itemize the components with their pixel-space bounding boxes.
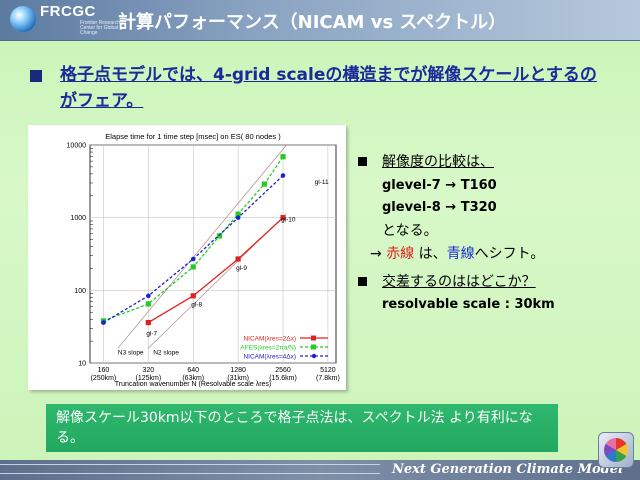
y-tick-label: 10 [78, 361, 86, 368]
data-point [280, 154, 286, 160]
legend-label: AFES(λres=2πa/N) [240, 345, 296, 352]
y-tick-label: 10000 [67, 143, 87, 150]
arrow-prefix: → [370, 246, 387, 262]
series-group [100, 154, 286, 326]
slope-line [117, 144, 287, 349]
chart-panel: Elapse time for 1 time step [msec] on ES… [28, 125, 346, 390]
x-tick-sublabel: (15.6km) [269, 375, 297, 382]
footer-decoration [0, 464, 380, 474]
line5-suffix: へシフト。 [474, 246, 545, 262]
axis-ticks: 160(250km) 320(125km) 640(63km) 1280(31km) 2… [67, 143, 340, 383]
right-line-2: glevel-7 → T160 [382, 178, 497, 193]
legend-marker [311, 353, 317, 359]
x-tick-sublabel: (125km) [135, 375, 161, 382]
data-point [190, 256, 196, 262]
line5-mid: は、 [414, 246, 447, 262]
legend: NICAM(λres=2Δx) AFES(λres=2πa/N) NICAM(λre… [240, 335, 328, 361]
x-tick-label: 640 [187, 367, 199, 374]
red-line-word: 赤線 [386, 246, 415, 262]
slope-label: N2 slope [153, 350, 179, 357]
chart-title: Elapse time for 1 time step [msec] on ES… [105, 132, 281, 141]
legend-label: NICAM(λres=4Δx) [243, 354, 296, 361]
slide-title: 計算パフォーマンス（NICAM vs スペクトル） [118, 12, 507, 33]
logo-subtext: Frontier Research Center for Global Chan… [80, 20, 121, 36]
blue-line-word: 青線 [446, 246, 475, 262]
right-line-7: resolvable scale : 30km [382, 297, 555, 312]
right-line-4: となる。 [382, 223, 438, 239]
data-point [261, 181, 267, 187]
data-point [190, 293, 196, 299]
legend-label: NICAM(λres=2Δx) [243, 336, 296, 343]
data-point [190, 264, 196, 270]
bullet-square-icon [358, 277, 367, 286]
header-bar [0, 0, 640, 41]
performance-chart: Elapse time for 1 time step [msec] on ES… [67, 132, 340, 388]
x-tick-sublabel: (7.8km) [316, 375, 340, 382]
conclusion-box: 解像スケール30km以下のところで格子点法は、スペクトル法 より有利になる。 [46, 404, 558, 452]
model-logo-globe [604, 438, 628, 462]
logo-text: FRCGC [40, 3, 96, 20]
bullet-square-icon [358, 157, 367, 166]
data-point [145, 319, 151, 326]
footer-bar [0, 460, 640, 480]
series-line [148, 217, 284, 324]
data-point [235, 211, 241, 217]
data-point [235, 256, 241, 262]
x-tick-sublabel: (31km) [227, 375, 249, 382]
y-tick-label: 100 [74, 288, 86, 295]
right-line-1: 解像度の比較は、 [382, 154, 494, 170]
x-axis-label: Truncation wavenumber N (Resolvable scal… [115, 381, 272, 388]
glevel-label: gl-7 [146, 330, 157, 337]
data-point [101, 320, 106, 325]
y-tick-label: 1000 [70, 215, 86, 222]
data-point [235, 215, 241, 220]
data-point [280, 173, 286, 178]
data-point [145, 301, 151, 307]
glevel-label: gl-11 [315, 179, 329, 186]
frcgc-globe-icon [10, 6, 36, 32]
x-tick-sublabel: (250km) [91, 375, 117, 382]
conclusion-text: 解像スケール30km以下のところで格子点法は、スペクトル法 より有利になる。 [56, 410, 533, 446]
data-point [146, 293, 151, 299]
x-tick-sublabel: (63km) [182, 375, 204, 382]
x-tick-label: 2560 [275, 367, 291, 374]
right-line-3: glevel-8 → T320 [382, 200, 497, 215]
x-tick-label: 1280 [230, 367, 246, 374]
plot-frame [89, 144, 337, 364]
glevel-label: gl-9 [236, 265, 247, 272]
glevel-label: gl-10 [281, 217, 296, 224]
glevel-label: gl-8 [191, 301, 202, 308]
main-bullet-text: 格子点モデルでは、4-grid scaleの構造までが解像スケールとするのがフェ… [60, 65, 597, 111]
right-line-5: → 赤線 は、青線へシフト。 [370, 243, 544, 263]
model-logo-icon [598, 432, 634, 468]
grid-lines [90, 144, 336, 364]
x-tick-label: 160 [98, 367, 110, 374]
legend-marker [311, 344, 316, 350]
bullet-square-icon [30, 70, 42, 82]
legend-marker [311, 335, 316, 341]
slope-label: N3 slope [118, 350, 144, 357]
data-point [280, 215, 286, 221]
footer-text: Next Generation Climate Model [392, 462, 623, 477]
glevel-labels: gl-7 gl-8 gl-9 gl-10 gl-11 [146, 179, 329, 337]
x-tick-label: 320 [142, 367, 154, 374]
data-point [216, 233, 223, 239]
right-line-6: 交差するのははどこか？ [382, 274, 536, 290]
x-tick-label: 5120 [320, 367, 336, 374]
